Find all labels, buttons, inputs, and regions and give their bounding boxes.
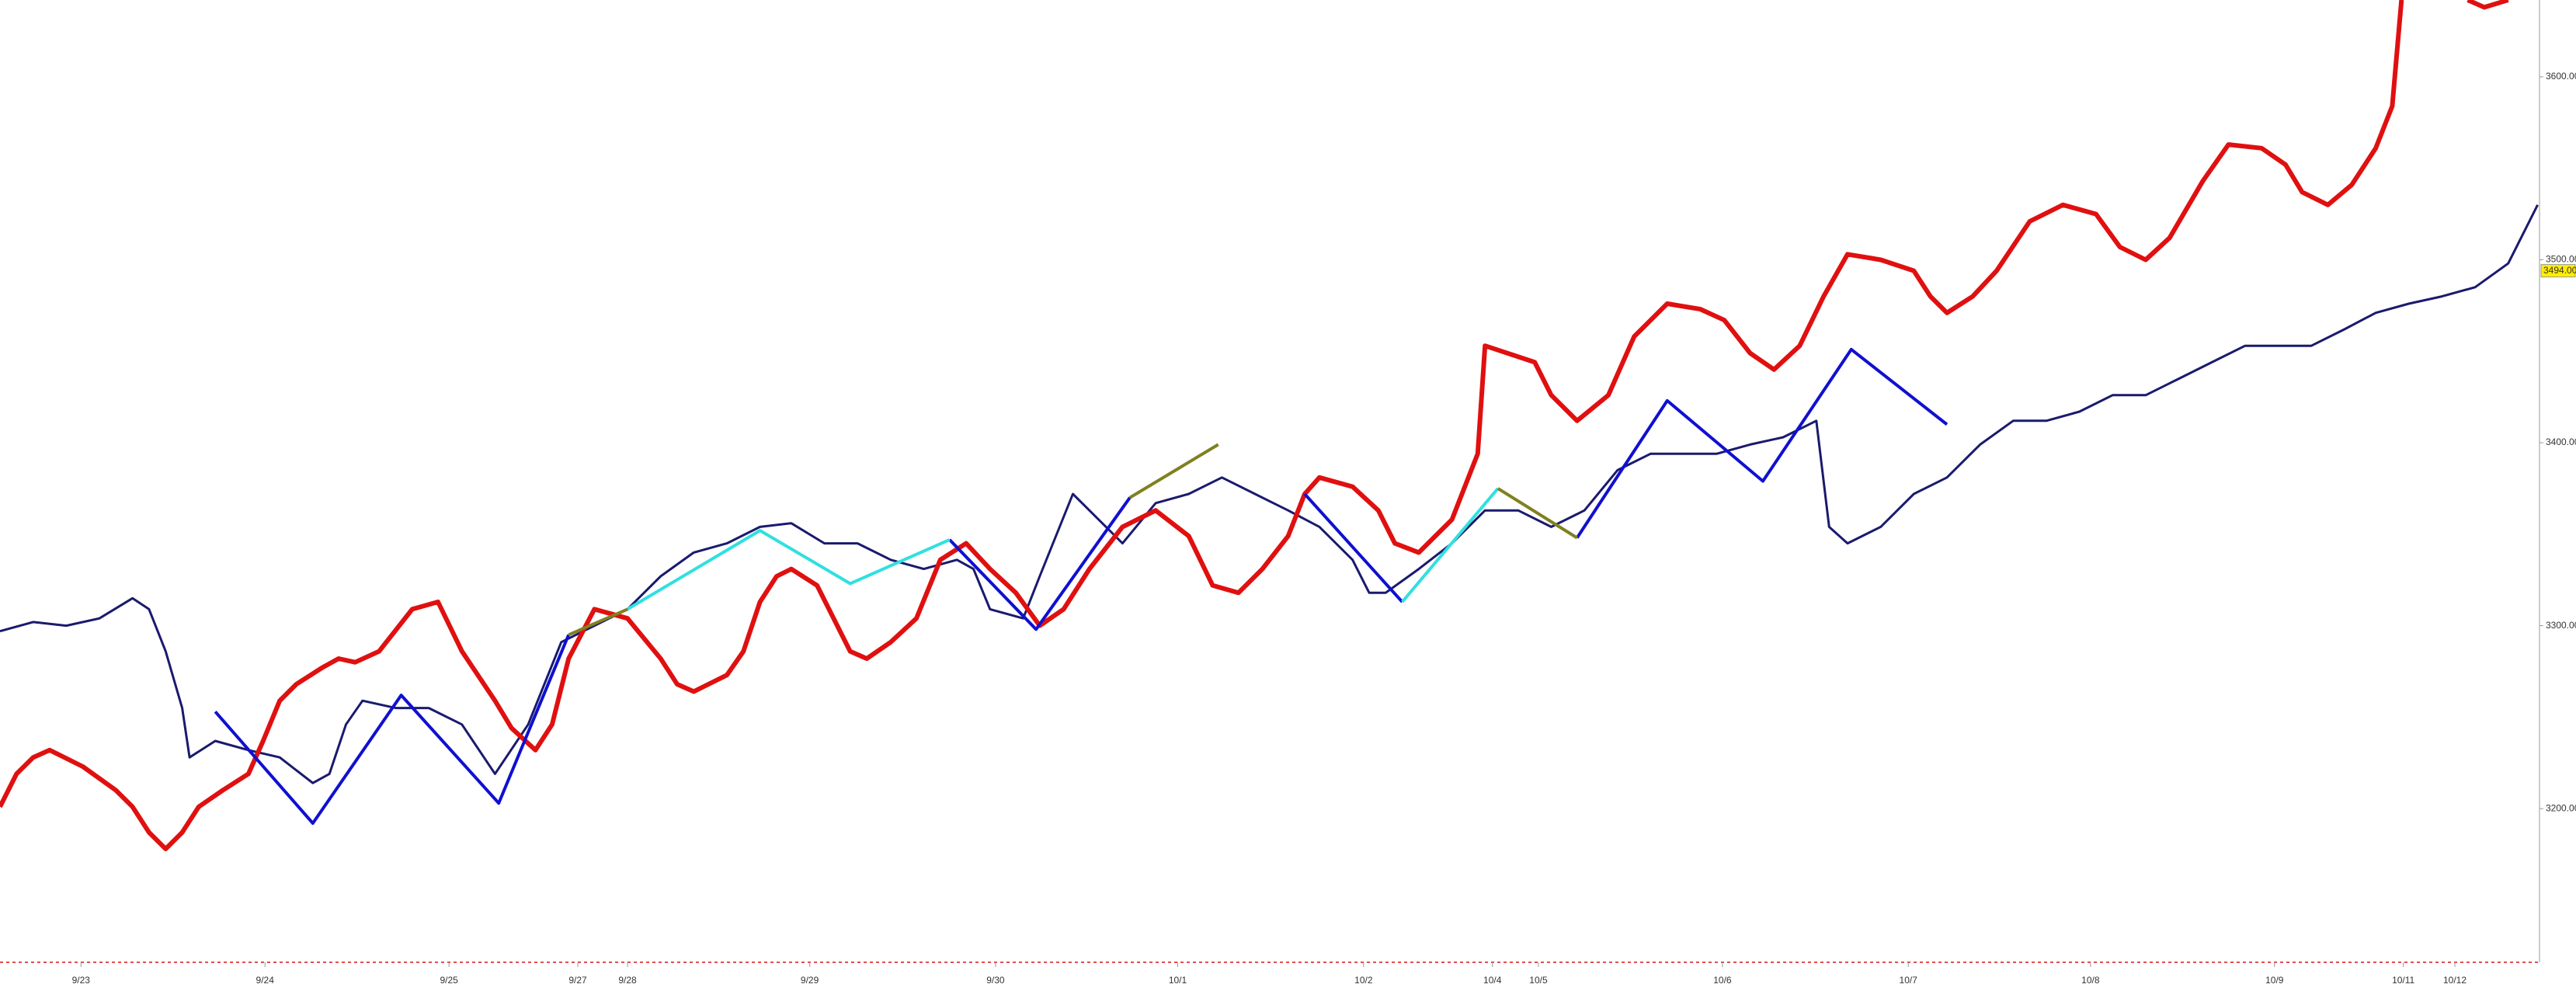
- x-tick-label: 9/27: [568, 975, 587, 986]
- series-line: [0, 0, 2509, 851]
- x-tick-label: 9/25: [440, 975, 458, 986]
- series-line: [626, 487, 1500, 611]
- x-tick-label: 10/7: [1900, 975, 1918, 986]
- x-tick-label: 10/5: [1529, 975, 1548, 986]
- x-tick-label: 9/29: [801, 975, 819, 986]
- x-tick-label: 10/12: [2443, 975, 2466, 986]
- y-tick-label: 3300.00: [2546, 620, 2576, 631]
- x-tick-label: 10/8: [2081, 975, 2100, 986]
- x-tick-label: 10/1: [1169, 975, 1187, 986]
- series-line: [568, 443, 1578, 637]
- x-tick-label: 10/2: [1354, 975, 1373, 986]
- x-tick-label: 10/9: [2265, 975, 2284, 986]
- last-price-box: [2540, 264, 2576, 278]
- y-tick-label: 3200.00: [2546, 802, 2576, 813]
- x-tick-label: 9/28: [618, 975, 637, 986]
- x-tick-label: 9/30: [986, 975, 1005, 986]
- series-line: [0, 204, 2539, 784]
- x-tick-label: 9/24: [256, 975, 275, 986]
- x-tick-label: 9/23: [72, 975, 91, 986]
- y-tick-label: 3600.00: [2546, 71, 2576, 82]
- last-price-label: 3494.00: [2543, 265, 2576, 276]
- y-tick-label: 3400.00: [2546, 436, 2576, 447]
- x-tick-label: 10/4: [1483, 975, 1502, 986]
- x-tick-label: 10/11: [2392, 975, 2414, 986]
- x-tick-label: 10/6: [1713, 975, 1732, 986]
- series-line: [214, 347, 1949, 825]
- y-tick-label: 3500.00: [2546, 254, 2576, 265]
